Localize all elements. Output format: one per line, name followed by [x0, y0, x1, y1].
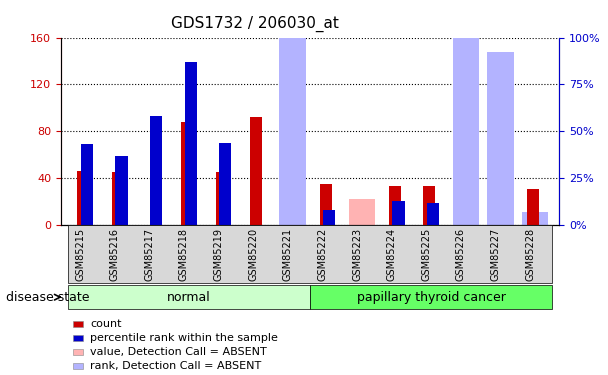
- Text: disease state: disease state: [6, 291, 89, 304]
- Bar: [81, 144, 93, 225]
- Bar: [427, 202, 439, 225]
- Text: GSM85221: GSM85221: [283, 228, 293, 281]
- Bar: [116, 156, 128, 225]
- Text: GSM85217: GSM85217: [144, 228, 154, 281]
- Bar: [77, 171, 89, 225]
- Bar: [423, 186, 435, 225]
- Text: GSM85222: GSM85222: [317, 228, 327, 281]
- Bar: [219, 142, 232, 225]
- Text: GSM85223: GSM85223: [352, 228, 362, 281]
- Text: GSM85220: GSM85220: [248, 228, 258, 281]
- Text: percentile rank within the sample: percentile rank within the sample: [90, 333, 278, 343]
- Bar: [487, 96, 514, 225]
- Text: GSM85224: GSM85224: [387, 228, 396, 281]
- Bar: [181, 122, 193, 225]
- Text: GSM85226: GSM85226: [456, 228, 466, 281]
- Bar: [320, 184, 331, 225]
- Text: GSM85225: GSM85225: [421, 228, 431, 281]
- Bar: [348, 199, 375, 225]
- Text: GDS1732 / 206030_at: GDS1732 / 206030_at: [171, 16, 339, 33]
- Text: GSM85228: GSM85228: [525, 228, 535, 281]
- Bar: [216, 172, 228, 225]
- Bar: [250, 117, 263, 225]
- Text: papillary thyroid cancer: papillary thyroid cancer: [357, 291, 506, 304]
- Text: GSM85227: GSM85227: [491, 228, 500, 281]
- Bar: [452, 9, 479, 225]
- Bar: [392, 201, 404, 225]
- Text: rank, Detection Call = ABSENT: rank, Detection Call = ABSENT: [90, 361, 261, 371]
- Bar: [280, 9, 306, 225]
- Bar: [522, 212, 548, 225]
- Bar: [150, 116, 162, 225]
- Text: count: count: [90, 320, 122, 329]
- Text: normal: normal: [167, 291, 211, 304]
- Text: value, Detection Call = ABSENT: value, Detection Call = ABSENT: [90, 347, 267, 357]
- Bar: [185, 62, 197, 225]
- Text: GSM85216: GSM85216: [109, 228, 120, 281]
- Bar: [452, 66, 479, 225]
- Bar: [527, 189, 539, 225]
- Bar: [323, 210, 335, 225]
- Bar: [389, 186, 401, 225]
- Bar: [487, 53, 514, 225]
- Bar: [112, 172, 124, 225]
- Bar: [280, 73, 306, 225]
- Text: GSM85219: GSM85219: [213, 228, 224, 281]
- Text: GSM85215: GSM85215: [75, 228, 85, 281]
- Text: GSM85218: GSM85218: [179, 228, 189, 281]
